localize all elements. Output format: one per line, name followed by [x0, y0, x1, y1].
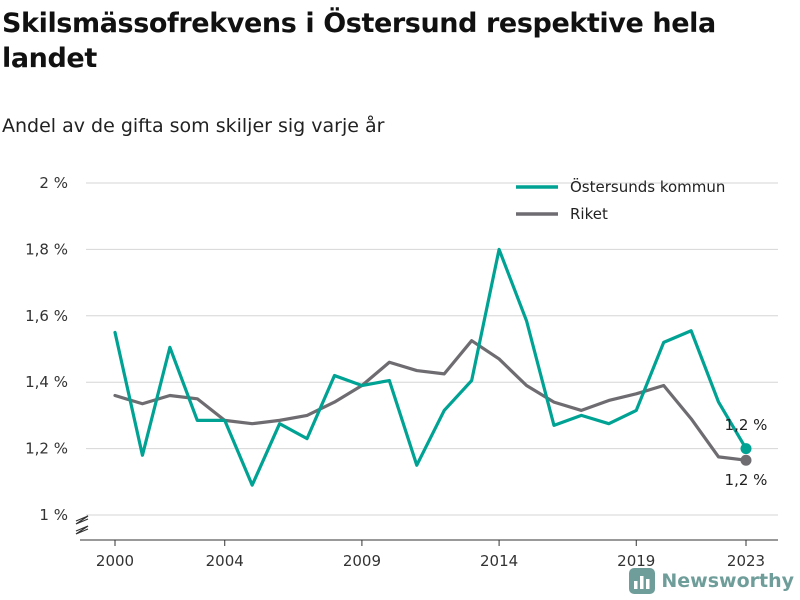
x-tick-label: 2009: [343, 552, 381, 570]
gridlines: [86, 182, 778, 516]
chart-subtitle: Andel av de gifta som skiljer sig varje …: [2, 115, 385, 137]
legend-label: Riket: [570, 205, 608, 223]
legend-label: Östersunds kommun: [570, 177, 725, 196]
data-label: 1,2 %: [725, 471, 768, 489]
axis-break-icon: [75, 515, 89, 535]
y-tick-label: 1,8 %: [25, 240, 68, 258]
x-tick-label: 2000: [96, 552, 134, 570]
series-lines: [113, 247, 748, 487]
chart-title: Skilsmässofrekvens i Östersund respektiv…: [2, 8, 716, 74]
legend: Östersunds kommun Riket: [516, 177, 725, 223]
x-tick-label: 2023: [727, 552, 765, 570]
x-tick-label: 2004: [206, 552, 244, 570]
series-line: [113, 339, 748, 462]
x-tick-label: 2019: [617, 552, 655, 570]
newsworthy-logo: Newsworthy: [629, 568, 794, 594]
newsworthy-logo-text: Newsworthy: [661, 570, 794, 592]
data-labels: 1,2 % 1,2 %: [725, 416, 768, 489]
data-label: 1,2 %: [725, 416, 768, 434]
axes: 1 % 1,2 % 1,4 % 1,6 % 1,8 % 2 % 2000 2004 2009 20…: [25, 174, 778, 570]
newsworthy-logo-icon: [629, 568, 656, 594]
end-point-marker: [740, 454, 752, 466]
x-tick-label: 2014: [480, 552, 518, 570]
end-point-marker: [740, 443, 752, 455]
y-tick-label: 1 %: [39, 506, 68, 524]
series-line: [113, 247, 748, 487]
y-tick-label: 1,2 %: [25, 440, 68, 458]
y-tick-label: 1,4 %: [25, 373, 68, 391]
y-tick-label: 1,6 %: [25, 307, 68, 325]
y-tick-label: 2 %: [39, 174, 68, 192]
